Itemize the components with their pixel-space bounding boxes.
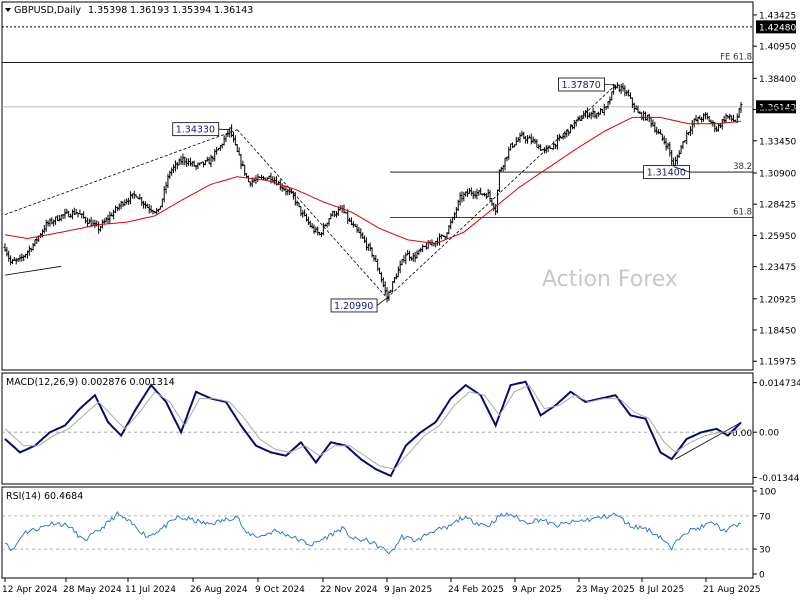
- x-tick-label: 11 Jul 2024: [125, 585, 176, 595]
- x-tick-label: 24 Feb 2025: [448, 585, 504, 595]
- ohlc-low: 1.35394: [172, 5, 211, 16]
- ohlc-close: 1.36143: [214, 5, 253, 16]
- rsi-tick-label: 0: [759, 571, 765, 581]
- y-tick-label: 1.30900: [759, 169, 796, 179]
- rsi-tick-label: 70: [759, 512, 771, 522]
- ohlc-bar: [739, 101, 743, 114]
- annotation-pointer: [218, 128, 230, 131]
- annotation-pointer: [376, 297, 388, 306]
- rsi-title: RSI(14) 60.4684: [6, 491, 83, 502]
- rsi-tick-label: 30: [759, 546, 771, 556]
- macd-title: MACD(12,26,9) 0.002876 0.001314: [6, 377, 175, 388]
- current-price-badge: [756, 100, 796, 114]
- x-tick-label: 8 Jul 2025: [639, 585, 684, 595]
- price-y-axis: 1.43425 1.40950 1.38400 1.35925 1.33450 1.309…: [753, 11, 796, 368]
- y-tick-label: 1.15975: [759, 358, 796, 368]
- annotation-pointer: [604, 84, 616, 86]
- ohlc-open: 1.35398: [88, 5, 127, 16]
- annotation-pointer: [673, 166, 690, 173]
- macd-panel-frame: [1, 372, 754, 485]
- y-tick-label: 1.20925: [759, 295, 796, 305]
- x-axis: 12 Apr 2024 28 May 2024 11 Jul 2024 26 Aug …: [2, 578, 761, 595]
- level-badge-label: 1.42480: [759, 23, 796, 33]
- price-annotations: 1.34330 1.20990 1.37870 1.31400: [172, 77, 690, 313]
- macd-zero-label: 0.00: [732, 429, 752, 439]
- dropdown-triangle-icon[interactable]: [5, 8, 11, 12]
- chart-title: GBPUSD,Daily: [14, 5, 81, 16]
- x-tick-label: 26 Aug 2024: [190, 585, 248, 595]
- annotation-label: 1.34330: [176, 125, 215, 136]
- price-panel-frame: [1, 1, 754, 371]
- level-label: FE 61.8: [720, 53, 752, 63]
- level-badge: [756, 20, 796, 34]
- x-tick-label: 22 Nov 2024: [320, 585, 378, 595]
- x-tick-label: 28 May 2024: [63, 585, 122, 595]
- rsi-line: [4, 511, 742, 555]
- trendline: [4, 265, 62, 276]
- y-tick-label: 1.33450: [759, 137, 796, 147]
- x-tick-label: 21 Aug 2025: [703, 585, 761, 595]
- price-levels: 1.42480 FE 61.8 38.2 61.8 1.36143: [2, 20, 796, 218]
- rsi-panel-frame: [1, 486, 754, 579]
- panel-frames: [1, 1, 754, 579]
- x-tick-label: 9 Apr 2025: [512, 585, 562, 595]
- ohlc-high: 1.36193: [130, 5, 169, 16]
- macd-tick-label: -0.013442: [759, 474, 800, 484]
- title-bar: GBPUSD,Daily 1.35398 1.36193 1.35394 1.3…: [5, 5, 253, 16]
- y-tick-label: 1.25950: [759, 232, 796, 242]
- trendline: [236, 129, 388, 299]
- y-tick-label: 1.28425: [759, 201, 796, 211]
- y-tick-label: 1.43425: [759, 11, 796, 21]
- macd-tick-label: 0.014734: [759, 379, 800, 389]
- y-tick-label: 1.18450: [759, 327, 796, 337]
- x-tick-label: 23 May 2025: [576, 585, 635, 595]
- level-label: 38.2: [733, 162, 752, 172]
- moving-average-line: [4, 116, 742, 245]
- rsi-tick-label: 100: [759, 488, 776, 498]
- y-tick-label: 1.40950: [759, 43, 796, 53]
- rsi-panel: 100 70 30 0: [2, 488, 776, 581]
- x-tick-label: 9 Oct 2024: [255, 585, 305, 595]
- macd-trendline: [675, 422, 742, 460]
- annotation-label: 1.20990: [334, 301, 373, 312]
- watermark: Action Forex: [542, 267, 678, 292]
- current-price-label: 1.36143: [759, 103, 796, 113]
- x-tick-label: 9 Jan 2025: [384, 585, 432, 595]
- level-label: 61.8: [733, 207, 752, 217]
- y-tick-label: 1.35925: [759, 106, 796, 116]
- macd-signal-line: [4, 384, 742, 470]
- moving-average: [4, 116, 742, 245]
- y-tick-label: 1.23475: [759, 263, 796, 273]
- annotation-label: 1.31400: [647, 168, 686, 179]
- x-tick-label: 12 Apr 2024: [2, 585, 58, 595]
- trendline: [4, 129, 238, 215]
- macd-tick-label: 0.00: [759, 429, 779, 439]
- y-tick-label: 1.38400: [759, 75, 796, 85]
- annotation-label: 1.37870: [562, 80, 601, 91]
- macd-panel: 0.014734 0.00 -0.013442 0.00: [2, 379, 800, 484]
